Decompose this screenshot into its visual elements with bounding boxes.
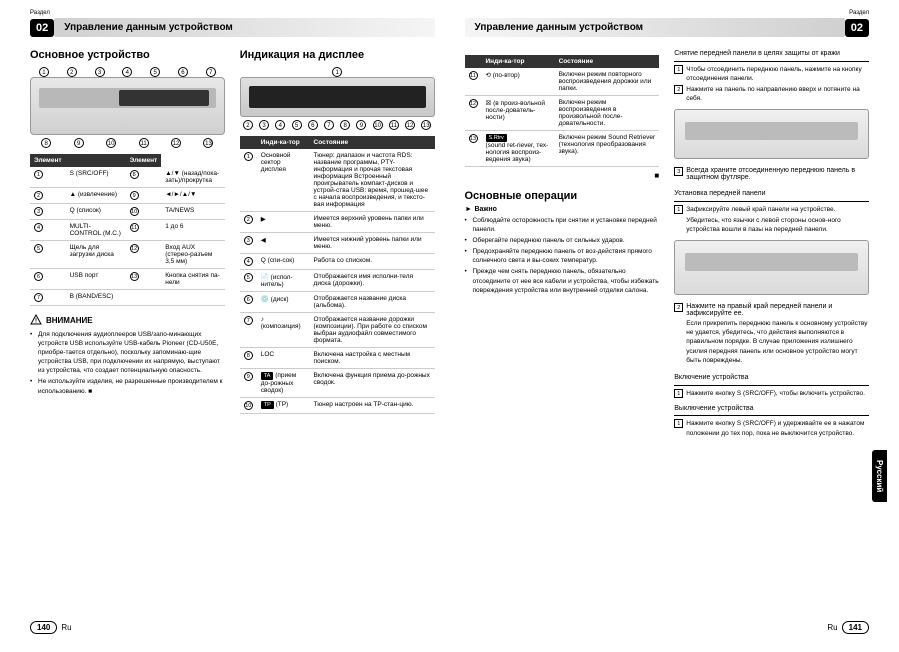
imp-1: Соблюдайте осторожность при снятии и уст… [465,216,660,234]
th-state2: Состояние [555,55,660,68]
page-num-right: 141 [842,621,869,634]
th-indicator: Инди-ка-тор [257,136,310,149]
th-element2: Элемент [126,154,162,167]
callout-bottom: 8910111213 [30,138,225,148]
heading-basic-ops: Основные операции [465,190,660,202]
razdel-label: Раздел [30,10,50,16]
razdel-label-r: Раздел [849,10,869,16]
lang-code-left: Ru [61,623,71,632]
important-label: Важно [465,206,660,213]
step-2-1: Зафиксируйте левый край панели на устрой… [686,205,835,214]
power-off-title: Выключение устройства [674,404,869,417]
step-1-1: Чтобы отсоединить переднюю панель, нажми… [686,65,869,83]
page-right: Раздел Управление данным устройством 02 … [465,18,870,444]
left-col-1: Основное устройство 1234567 8910111213 Э… [30,49,225,414]
step-5-1: Нажмите кнопку S (SRC/OFF) и удерживайте… [686,419,869,437]
install-panel-title: Установка передней панели [674,189,869,202]
display-callout-bottom: 2345678910111213 [240,120,435,130]
remove-panel-title: Снятие передней панели в целях защиты от… [674,49,869,62]
footer-right: Ru 141 [827,621,869,634]
device-illustration [30,77,225,135]
right-col-1: Инди-ка-торСостояние 11⟲ (по-втор)Включе… [465,49,660,444]
callout-top: 1234567 [30,67,225,77]
warning-list: Для подключения аудиоплееров USB/запо-ми… [30,330,225,396]
th-indicator2: Инди-ка-тор [482,55,555,68]
power-on-title: Включение устройства [674,373,869,386]
warning-title: ВНИМАНИЕ [46,316,93,325]
warn-item-1: Для подключения аудиоплееров USB/запо-ми… [30,330,225,375]
language-tab: Русский [872,450,887,502]
step-2-1b: Убедитесь, что язычки с левой стороны ос… [674,216,869,234]
th-element1: Элемент [30,154,66,167]
right-col-2: Снятие передней панели в целях защиты от… [674,49,869,444]
heading-main-unit: Основное устройство [30,49,225,61]
header-left: 02 Управление данным устройством [30,18,435,37]
left-col-2: Индикация на дисплее 1 2345678910111213 … [240,49,435,414]
step-1-3: Всегда храните отсоединенную переднюю па… [686,167,869,181]
page-num-left: 140 [30,621,57,634]
th-state: Состояние [310,136,435,149]
display-callout-top: 1 [240,67,435,77]
section-number-right: 02 [845,19,869,37]
imp-2: Оберегайте переднюю панель от сильных уд… [465,236,660,245]
warning-row: ! ВНИМАНИЕ [30,314,225,326]
step-4-1: Нажмите кнопку S (SRC/OFF), чтобы включи… [686,389,865,398]
important-list: Соблюдайте осторожность при снятии и уст… [465,216,660,295]
end-mark: ■ [465,171,660,180]
step-1-2: Нажмите на панель по направлению вверх и… [686,85,869,103]
page-left: Раздел 02 Управление данным устройством … [30,18,435,444]
footer-left: 140 Ru [30,621,72,634]
warn-item-2: Не используйте изделия, не разрешенные п… [30,377,225,395]
section-number-left: 02 [30,19,54,37]
section-title-left: Управление данным устройством [54,18,434,37]
imp-4: Прежде чем снять переднюю панель, обязат… [465,267,660,294]
warning-icon: ! [30,314,42,326]
svg-text:!: ! [35,319,37,325]
step-3-1b: Если прикрепить переднюю панель к основн… [674,319,869,364]
imp-3: Предохраняйте переднюю панель от воз-дей… [465,247,660,265]
indicator-table: Инди-ка-торСостояние 1Основной сектор ди… [240,136,435,414]
lang-code-right: Ru [827,623,837,632]
heading-display: Индикация на дисплее [240,49,435,61]
device-parts-table: ЭлементЭлемент 1S (SRC/OFF)8▲/▼ (назад/п… [30,154,225,306]
panel-remove-illustration [674,109,869,159]
display-illustration [240,77,435,117]
indicator-table-2: Инди-ка-торСостояние 11⟲ (по-втор)Включе… [465,55,660,167]
header-right: Управление данным устройством 02 [465,18,870,37]
panel-install-illustration [674,240,869,295]
section-title-right: Управление данным устройством [465,18,845,37]
step-3-1: Нажмите на правый край передней панели и… [686,303,869,317]
